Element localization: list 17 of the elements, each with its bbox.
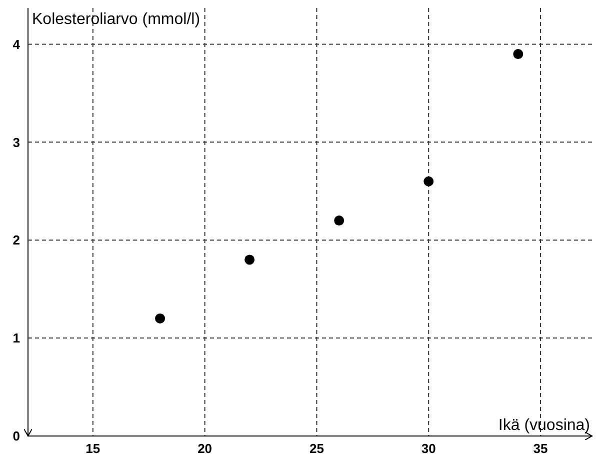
y-axis-title: Kolesteroliarvo (mmol/l) [32, 11, 200, 28]
point [155, 313, 166, 324]
point [244, 254, 255, 265]
x-tick-label: 35 [533, 441, 548, 454]
point [334, 216, 344, 226]
y-tick-label: 4 [12, 36, 21, 52]
point [424, 176, 434, 186]
x-axis-title: Ikä (vuosina) [498, 417, 590, 434]
x-tick-label: 25 [309, 441, 324, 454]
x-tick-label: 20 [198, 441, 212, 454]
point [513, 49, 524, 60]
y-tick-label: 2 [12, 232, 20, 248]
y-tick-label: 1 [12, 330, 20, 346]
y-tick-label: 3 [12, 134, 20, 150]
x-tick-label: 15 [86, 441, 100, 454]
y-tick-label: 0 [12, 428, 20, 444]
x-tick-label: 30 [421, 441, 436, 454]
